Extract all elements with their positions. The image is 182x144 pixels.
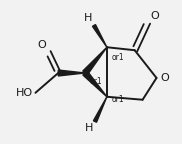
Polygon shape — [58, 70, 85, 76]
Text: O: O — [151, 11, 159, 20]
Text: or1: or1 — [112, 53, 124, 62]
Text: O: O — [161, 73, 169, 83]
Polygon shape — [83, 47, 107, 75]
Text: O: O — [38, 40, 46, 50]
Text: HO: HO — [16, 88, 33, 98]
Polygon shape — [92, 25, 107, 47]
Text: or1: or1 — [112, 95, 124, 104]
Polygon shape — [83, 71, 107, 97]
Text: or1: or1 — [90, 77, 103, 86]
Text: H: H — [84, 14, 92, 23]
Text: H: H — [85, 124, 93, 133]
Polygon shape — [93, 97, 107, 122]
